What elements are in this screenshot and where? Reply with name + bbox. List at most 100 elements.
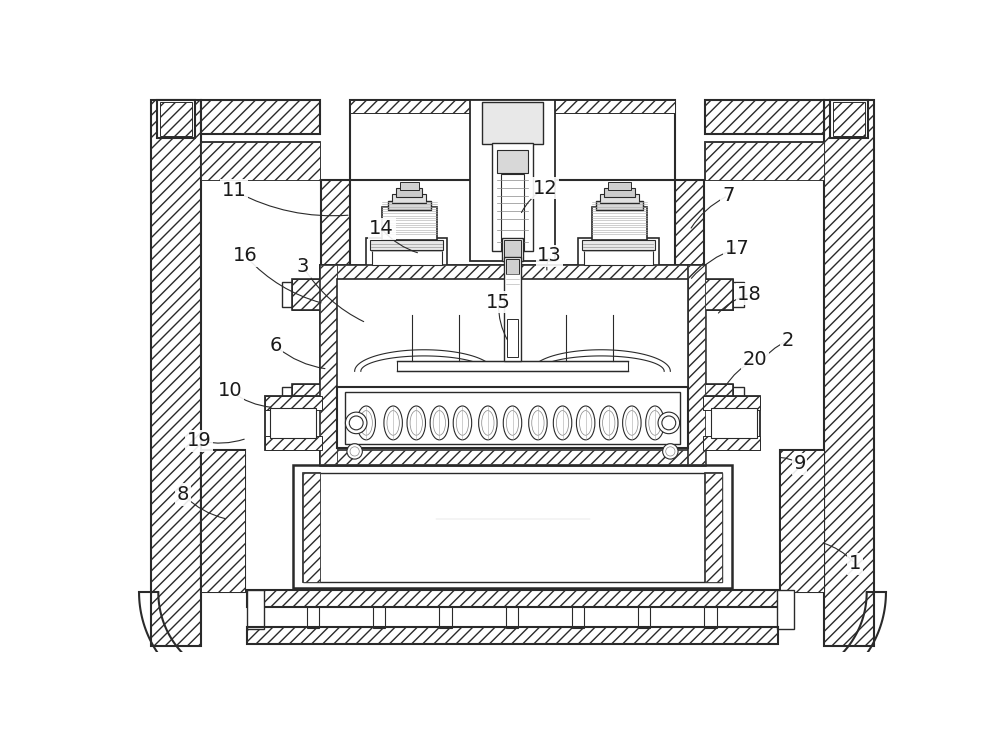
Bar	[366, 238, 447, 315]
Bar	[265, 396, 322, 410]
Ellipse shape	[556, 410, 569, 435]
Text: 11: 11	[221, 181, 246, 200]
Bar	[703, 384, 733, 415]
Text: 10: 10	[218, 381, 242, 400]
Bar	[705, 142, 824, 180]
Bar	[703, 396, 760, 450]
Bar	[201, 142, 320, 180]
Text: 2: 2	[782, 331, 794, 350]
Bar	[703, 279, 733, 310]
Bar	[397, 361, 628, 371]
Bar	[688, 265, 705, 464]
Text: 12: 12	[532, 179, 557, 198]
Bar	[320, 450, 705, 464]
Bar	[705, 473, 722, 582]
Bar	[201, 450, 245, 592]
Text: 19: 19	[187, 431, 211, 450]
Ellipse shape	[433, 410, 446, 435]
Ellipse shape	[456, 410, 469, 435]
Text: 9: 9	[794, 454, 806, 474]
Ellipse shape	[600, 406, 618, 440]
Bar	[777, 590, 794, 628]
Ellipse shape	[384, 406, 402, 440]
Ellipse shape	[453, 406, 472, 440]
Bar	[247, 627, 778, 644]
Bar	[482, 102, 543, 144]
Ellipse shape	[532, 410, 544, 435]
Bar	[703, 279, 733, 310]
Bar	[201, 100, 320, 134]
Bar	[688, 265, 705, 464]
Bar	[600, 194, 639, 204]
Bar	[370, 240, 443, 250]
Text: 8: 8	[177, 485, 189, 504]
Text: 15: 15	[486, 292, 511, 312]
Bar	[282, 282, 324, 306]
Bar	[350, 100, 675, 114]
Bar	[270, 408, 316, 438]
Bar	[501, 174, 524, 251]
Bar	[392, 194, 426, 204]
Ellipse shape	[603, 410, 615, 435]
Bar	[247, 590, 778, 607]
Bar	[638, 607, 650, 628]
Bar	[292, 279, 322, 310]
Bar	[293, 465, 732, 589]
Ellipse shape	[387, 410, 399, 435]
Bar	[704, 607, 717, 628]
Bar	[303, 473, 722, 582]
Bar	[596, 201, 643, 210]
Bar	[292, 384, 322, 415]
Ellipse shape	[410, 410, 422, 435]
Ellipse shape	[479, 406, 497, 440]
Bar	[582, 240, 655, 250]
Ellipse shape	[360, 410, 372, 435]
Circle shape	[662, 416, 676, 430]
Bar	[824, 100, 874, 647]
Bar	[320, 265, 705, 279]
Bar	[372, 242, 442, 265]
Bar	[492, 144, 533, 251]
Bar	[504, 240, 521, 259]
Text: 6: 6	[269, 336, 282, 356]
Bar	[439, 607, 452, 628]
Bar	[506, 259, 519, 274]
Bar	[373, 607, 385, 628]
Ellipse shape	[576, 406, 595, 440]
Bar	[303, 473, 320, 582]
Bar	[328, 273, 697, 461]
Bar	[321, 180, 350, 473]
Bar	[320, 265, 337, 464]
Bar	[572, 607, 584, 628]
Ellipse shape	[503, 406, 522, 440]
Bar	[157, 100, 195, 138]
Bar	[320, 450, 705, 464]
Bar	[265, 436, 322, 450]
Text: 14: 14	[369, 219, 394, 238]
Bar	[320, 265, 705, 465]
Ellipse shape	[482, 410, 494, 435]
Ellipse shape	[529, 406, 547, 440]
Circle shape	[347, 443, 362, 459]
Bar	[151, 100, 201, 647]
Bar	[320, 473, 705, 582]
Ellipse shape	[407, 406, 425, 440]
Circle shape	[350, 447, 359, 456]
Bar	[247, 590, 264, 628]
Bar	[247, 627, 778, 644]
Bar	[604, 188, 635, 197]
Bar	[247, 590, 778, 607]
Text: 7: 7	[722, 186, 734, 205]
Bar	[400, 182, 419, 190]
Ellipse shape	[623, 406, 641, 440]
Circle shape	[658, 412, 680, 434]
Bar	[292, 384, 322, 415]
Ellipse shape	[626, 410, 638, 435]
Bar	[201, 142, 320, 180]
Text: 1: 1	[849, 554, 861, 573]
Ellipse shape	[506, 410, 519, 435]
Bar	[830, 100, 868, 138]
Bar	[307, 607, 319, 628]
Bar	[350, 100, 675, 180]
Bar	[265, 396, 322, 450]
